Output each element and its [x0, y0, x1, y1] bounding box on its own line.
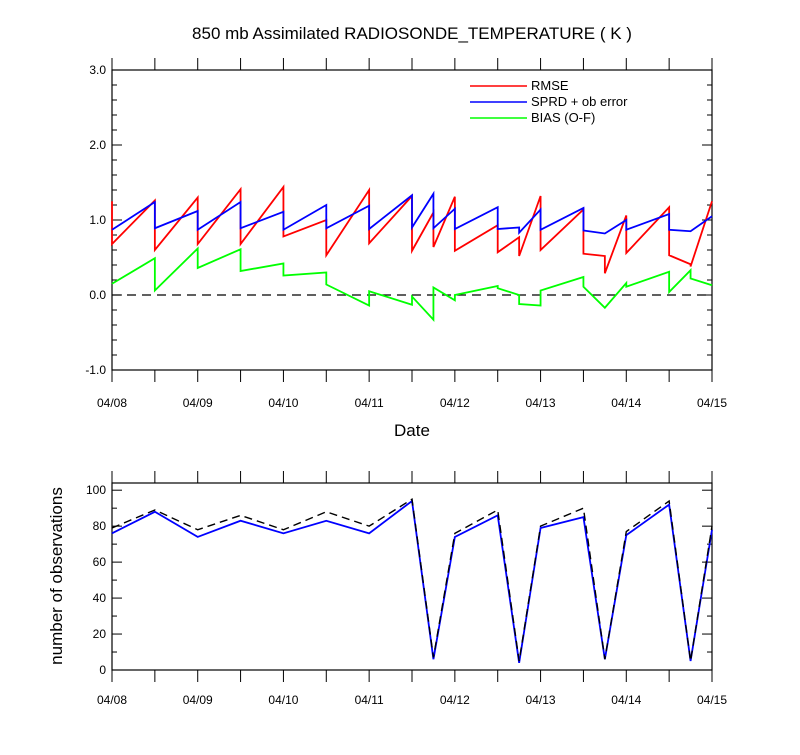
top-xtick-label: 04/08	[97, 396, 127, 410]
bottom-xtick-label: 04/10	[268, 693, 298, 707]
bottom-xtick-label: 04/08	[97, 693, 127, 707]
top-panel: -1.0 0.0 1.0 2.0 3.0 04/08 04/09 04/10 04/11 04/1…	[85, 58, 727, 410]
top-ytick-label: 3.0	[89, 63, 106, 77]
x-axis-title: Date	[394, 421, 430, 440]
bottom-xtick-label: 04/09	[183, 693, 213, 707]
bottom-xtick-label: 04/13	[526, 693, 556, 707]
bottom-xtick-label: 04/11	[355, 693, 384, 707]
top-xtick-label: 04/12	[440, 396, 470, 410]
legend-sprd-label: SPRD + ob error	[531, 94, 628, 109]
bottom-xtick-label: 04/14	[611, 693, 641, 707]
top-xtick-label: 04/10	[268, 396, 298, 410]
bottom-series-possible-observations-line	[111, 498, 713, 662]
top-xtick-label: 04/15	[697, 396, 727, 410]
y-axis-title: number of observations	[47, 487, 66, 665]
bottom-ytick-label: 80	[93, 519, 107, 533]
bottom-ytick-label: 0	[99, 663, 106, 677]
top-ytick-label: 0.0	[89, 288, 106, 302]
bottom-xtick-label: 04/15	[697, 693, 727, 707]
top-series-rmse-line	[111, 184, 713, 274]
legend: RMSE SPRD + ob error BIAS (O-F)	[470, 78, 628, 125]
legend-bias-label: BIAS (O-F)	[531, 110, 595, 125]
bottom-ytick-label: 60	[93, 555, 107, 569]
legend-rmse-label: RMSE	[531, 78, 569, 93]
bottom-ytick-label: 20	[93, 627, 107, 641]
top-xtick-label: 04/09	[183, 396, 213, 410]
top-ytick-label: 1.0	[89, 213, 106, 227]
top-ytick-label: -1.0	[85, 363, 106, 377]
chart-title: 850 mb Assimilated RADIOSONDE_TEMPERATUR…	[192, 24, 632, 43]
top-xtick-label: 04/14	[611, 396, 641, 410]
bottom-panel: 0 20 40 60 80 100 04/08 04/09 04/10 04/11 04/12 04/…	[86, 471, 727, 707]
bottom-xtick-label: 04/12	[440, 693, 470, 707]
top-series-bias-o-f-line	[111, 246, 713, 323]
top-xtick-label: 04/13	[526, 396, 556, 410]
top-xtick-label: 04/11	[355, 396, 384, 410]
bottom-ytick-label: 40	[93, 591, 107, 605]
bottom-ytick-label: 100	[86, 483, 106, 497]
top-series-sprd-ob-error-line	[111, 190, 713, 236]
top-ytick-label: 2.0	[89, 138, 106, 152]
